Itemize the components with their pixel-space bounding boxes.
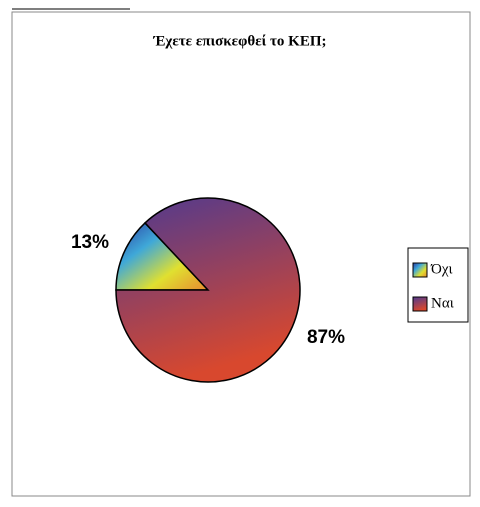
legend-swatch [412, 296, 428, 312]
data-label: 13% [71, 232, 109, 253]
legend-label: Όχι [430, 261, 453, 277]
chart-title: Έχετε επισκεφθεί το ΚΕΠ; [152, 33, 326, 49]
legend-swatch [412, 262, 428, 278]
pie-slice [115, 197, 301, 383]
pie-slice [115, 221, 210, 291]
data-label: 87% [307, 327, 345, 348]
legend-label: Ναι [431, 295, 454, 311]
